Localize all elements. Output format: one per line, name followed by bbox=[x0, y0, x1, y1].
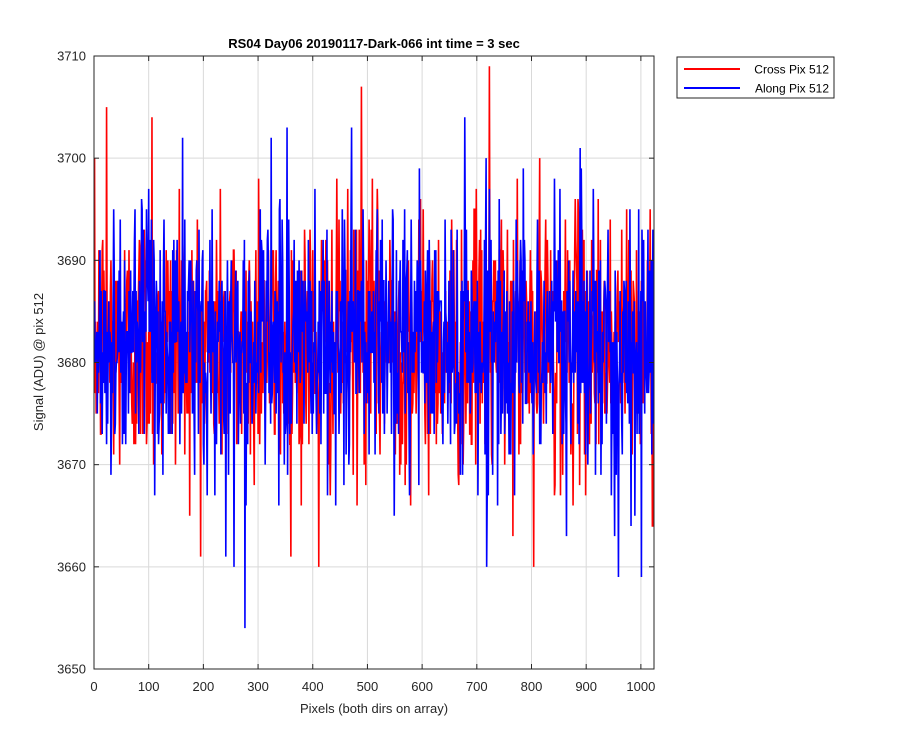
chart-title: RS04 Day06 20190117-Dark-066 int time = … bbox=[228, 36, 520, 51]
y-axis-label: Signal (ADU) @ pix 512 bbox=[31, 293, 46, 431]
x-tick-label: 300 bbox=[247, 679, 269, 694]
x-tick-label: 0 bbox=[90, 679, 97, 694]
legend: Cross Pix 512 Along Pix 512 bbox=[676, 56, 835, 99]
x-tick-label: 600 bbox=[411, 679, 433, 694]
series-layer bbox=[94, 66, 654, 629]
x-axis-label: Pixels (both dirs on array) bbox=[300, 701, 448, 716]
y-tick-label: 3690 bbox=[57, 253, 86, 268]
y-tick-label: 3680 bbox=[57, 355, 86, 370]
legend-label-cross: Cross Pix 512 bbox=[754, 63, 829, 77]
ticks: 0 100 200 300 400 500 600 700 800 900 1000 3650 3660… bbox=[57, 49, 655, 695]
x-tick-label: 1000 bbox=[626, 679, 655, 694]
x-tick-label: 500 bbox=[357, 679, 379, 694]
x-tick-label: 800 bbox=[521, 679, 543, 694]
y-tick-label: 3670 bbox=[57, 457, 86, 472]
y-tick-label: 3710 bbox=[57, 49, 86, 64]
y-tick-label: 3700 bbox=[57, 151, 86, 166]
y-tick-label: 3660 bbox=[57, 559, 86, 574]
series-line-along-pix-512 bbox=[94, 117, 654, 629]
x-tick-label: 100 bbox=[138, 679, 160, 694]
y-tick-label: 3650 bbox=[57, 662, 86, 677]
legend-label-along: Along Pix 512 bbox=[755, 82, 829, 96]
x-tick-label: 400 bbox=[302, 679, 324, 694]
legend-box bbox=[676, 56, 835, 99]
x-tick-label: 700 bbox=[466, 679, 488, 694]
x-tick-label: 900 bbox=[575, 679, 597, 694]
x-tick-label: 200 bbox=[193, 679, 215, 694]
